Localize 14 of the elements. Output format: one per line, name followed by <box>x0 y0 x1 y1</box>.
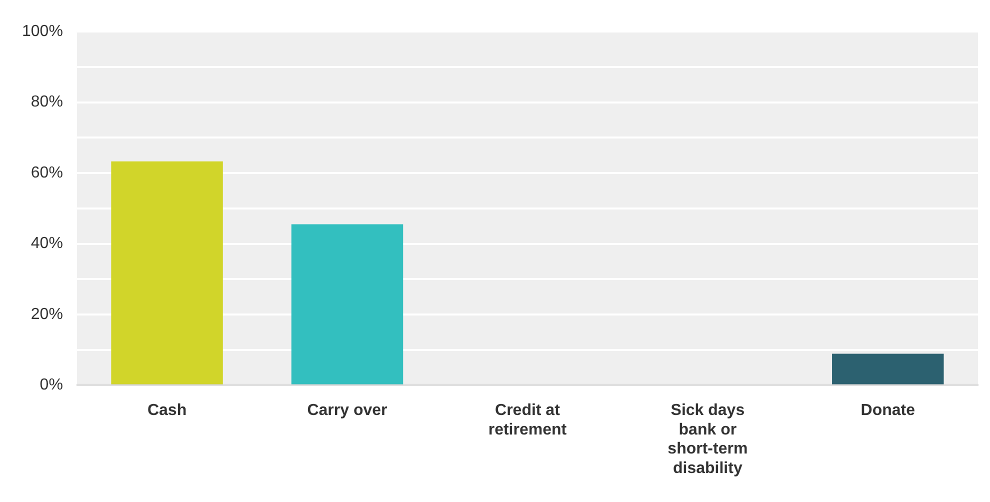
x-tick-label: Carry over <box>307 402 388 420</box>
bar <box>291 224 404 384</box>
y-tick-label: 0% <box>40 376 63 394</box>
x-tick-label: Credit at retirement <box>488 402 568 438</box>
bar <box>111 161 223 384</box>
y-tick-label: 80% <box>30 94 63 111</box>
x-tick-label: Cash <box>147 402 187 420</box>
y-tick-label: 40% <box>30 235 63 252</box>
y-tick-label: 60% <box>30 164 63 182</box>
x-tick-label: Sick days bank or short-term disability <box>668 402 748 477</box>
bar <box>832 354 944 384</box>
x-tick-label: Donate <box>860 402 916 420</box>
y-tick-label: 100% <box>22 23 63 40</box>
y-tick-label: 20% <box>30 306 63 323</box>
